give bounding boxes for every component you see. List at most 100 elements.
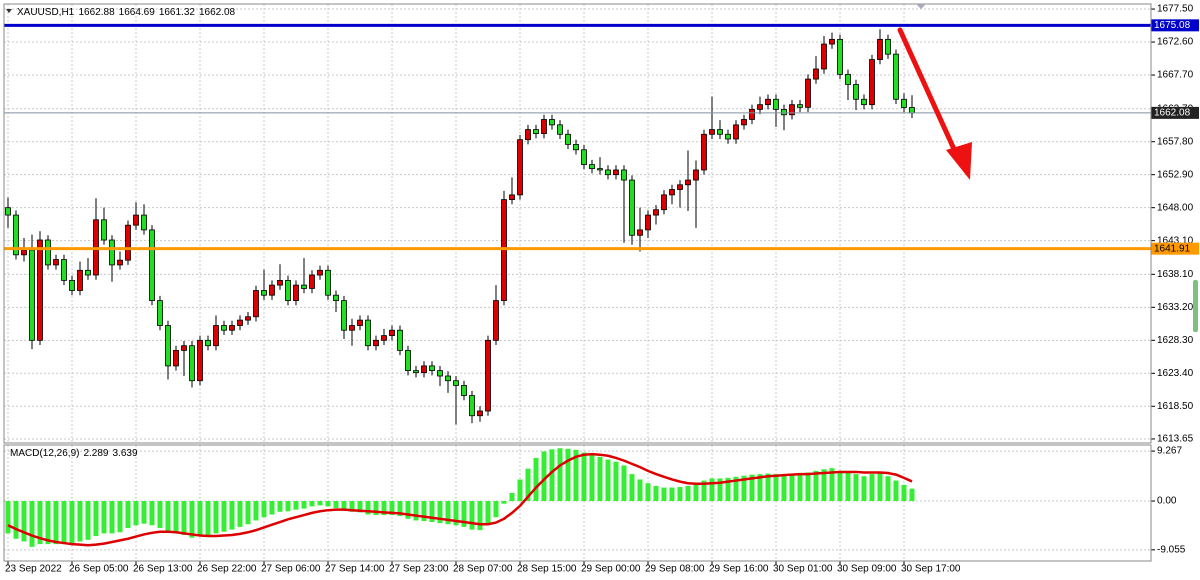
- candle-body: [813, 68, 819, 80]
- macd-bar: [357, 501, 363, 513]
- candle-body: [349, 325, 355, 331]
- macd-bar: [77, 501, 83, 542]
- macd-bar: [421, 501, 427, 521]
- x-tick-label: 28 Sep 15:00: [517, 564, 577, 575]
- macd-bar: [773, 474, 779, 502]
- macd-bar: [253, 501, 259, 521]
- x-tick-label: 26 Sep 22:00: [197, 564, 257, 575]
- macd-bar: [365, 501, 371, 515]
- macd-bar: [429, 501, 435, 523]
- candle-body: [901, 98, 907, 108]
- x-tick-label: 30 Sep 17:00: [901, 564, 961, 575]
- x-tick-label: 30 Sep 01:00: [773, 564, 833, 575]
- candle-body: [717, 129, 723, 135]
- menu-triangle[interactable]: [6, 9, 12, 13]
- y-tick-label: 1638.10: [1157, 269, 1194, 280]
- candle-body: [685, 179, 691, 186]
- macd-panel-frame: [3, 444, 1152, 562]
- macd-bar: [13, 501, 19, 539]
- candle-body: [437, 370, 443, 377]
- y-tick-label: 1652.90: [1157, 169, 1194, 180]
- candle-body: [413, 370, 419, 374]
- macd-bar: [165, 501, 171, 533]
- x-tick-label: 30 Sep 09:00: [837, 564, 897, 575]
- macd-bar: [693, 484, 699, 502]
- macd-bar: [709, 478, 715, 502]
- y-tick-label: 9.267: [1157, 446, 1182, 457]
- macd-bar: [741, 475, 747, 502]
- macd-bar: [5, 501, 11, 534]
- annotation-arrow: [897, 27, 972, 180]
- price-level-label: 1641.91: [1154, 243, 1191, 254]
- macd-bar: [589, 454, 595, 502]
- candle-body: [61, 259, 67, 281]
- macd-bar: [261, 501, 267, 518]
- macd-bar: [869, 474, 875, 502]
- macd-bar: [277, 501, 283, 512]
- candle-body: [77, 269, 83, 291]
- macd-bar: [685, 485, 691, 502]
- candle-body: [781, 108, 787, 116]
- candle-body: [533, 129, 539, 135]
- candle-body: [893, 53, 899, 100]
- macd-bar: [597, 456, 603, 502]
- y-tick-label: 1667.70: [1157, 70, 1194, 81]
- macd-bar: [205, 501, 211, 535]
- candle-body: [613, 169, 619, 176]
- candle-body: [725, 133, 731, 140]
- candle-body: [261, 290, 267, 296]
- x-tick-label: 26 Sep 13:00: [133, 564, 193, 575]
- macd-bar: [101, 501, 107, 534]
- macd-bar: [125, 501, 131, 528]
- macd-bar: [117, 501, 123, 533]
- candle-body: [13, 214, 19, 256]
- macd-bar: [669, 487, 675, 502]
- candle-body: [229, 325, 235, 331]
- candle-body: [869, 59, 875, 106]
- macd-bar: [93, 501, 99, 537]
- macd-bar: [509, 492, 515, 502]
- candle-body: [453, 380, 459, 386]
- macd-bar: [373, 501, 379, 516]
- macd-bar: [173, 501, 179, 534]
- x-tick-label: 29 Sep 00:00: [581, 564, 641, 575]
- candle-body: [749, 108, 755, 120]
- arrow-head: [946, 142, 972, 180]
- scroll-handle[interactable]: [1193, 280, 1198, 332]
- y-tick-label: 1618.50: [1157, 401, 1194, 412]
- candle-body: [573, 143, 579, 151]
- macd-bar: [141, 501, 147, 524]
- macd-bar: [197, 501, 203, 537]
- candle-body: [525, 129, 531, 141]
- macd-bar: [53, 501, 59, 545]
- macd-bar: [389, 501, 395, 516]
- candle-body: [461, 385, 467, 396]
- y-tick-label: 1628.30: [1157, 335, 1194, 346]
- y-tick-label: 1633.20: [1157, 302, 1194, 313]
- macd-bar: [325, 501, 331, 507]
- candle-body: [29, 249, 35, 341]
- candle-body: [301, 284, 307, 289]
- macd-bar: [29, 501, 35, 547]
- macd-bar: [789, 474, 795, 502]
- candle-body: [621, 169, 627, 181]
- candle-body: [741, 119, 747, 126]
- macd-bar: [837, 470, 843, 502]
- macd-bar: [725, 477, 731, 502]
- candle-body: [565, 133, 571, 145]
- candle-body: [141, 214, 147, 231]
- candle-body: [205, 339, 211, 347]
- macd-bar: [21, 501, 27, 542]
- macd-bar: [821, 469, 827, 502]
- candle-body: [197, 339, 203, 382]
- candle-body: [829, 38, 835, 45]
- macd-bar: [605, 459, 611, 502]
- candle-body: [469, 395, 475, 417]
- macd-bar: [733, 476, 739, 502]
- macd-bar: [229, 501, 235, 530]
- candle-body: [285, 279, 291, 301]
- macd-bar: [637, 479, 643, 502]
- shift-marker: [916, 4, 926, 9]
